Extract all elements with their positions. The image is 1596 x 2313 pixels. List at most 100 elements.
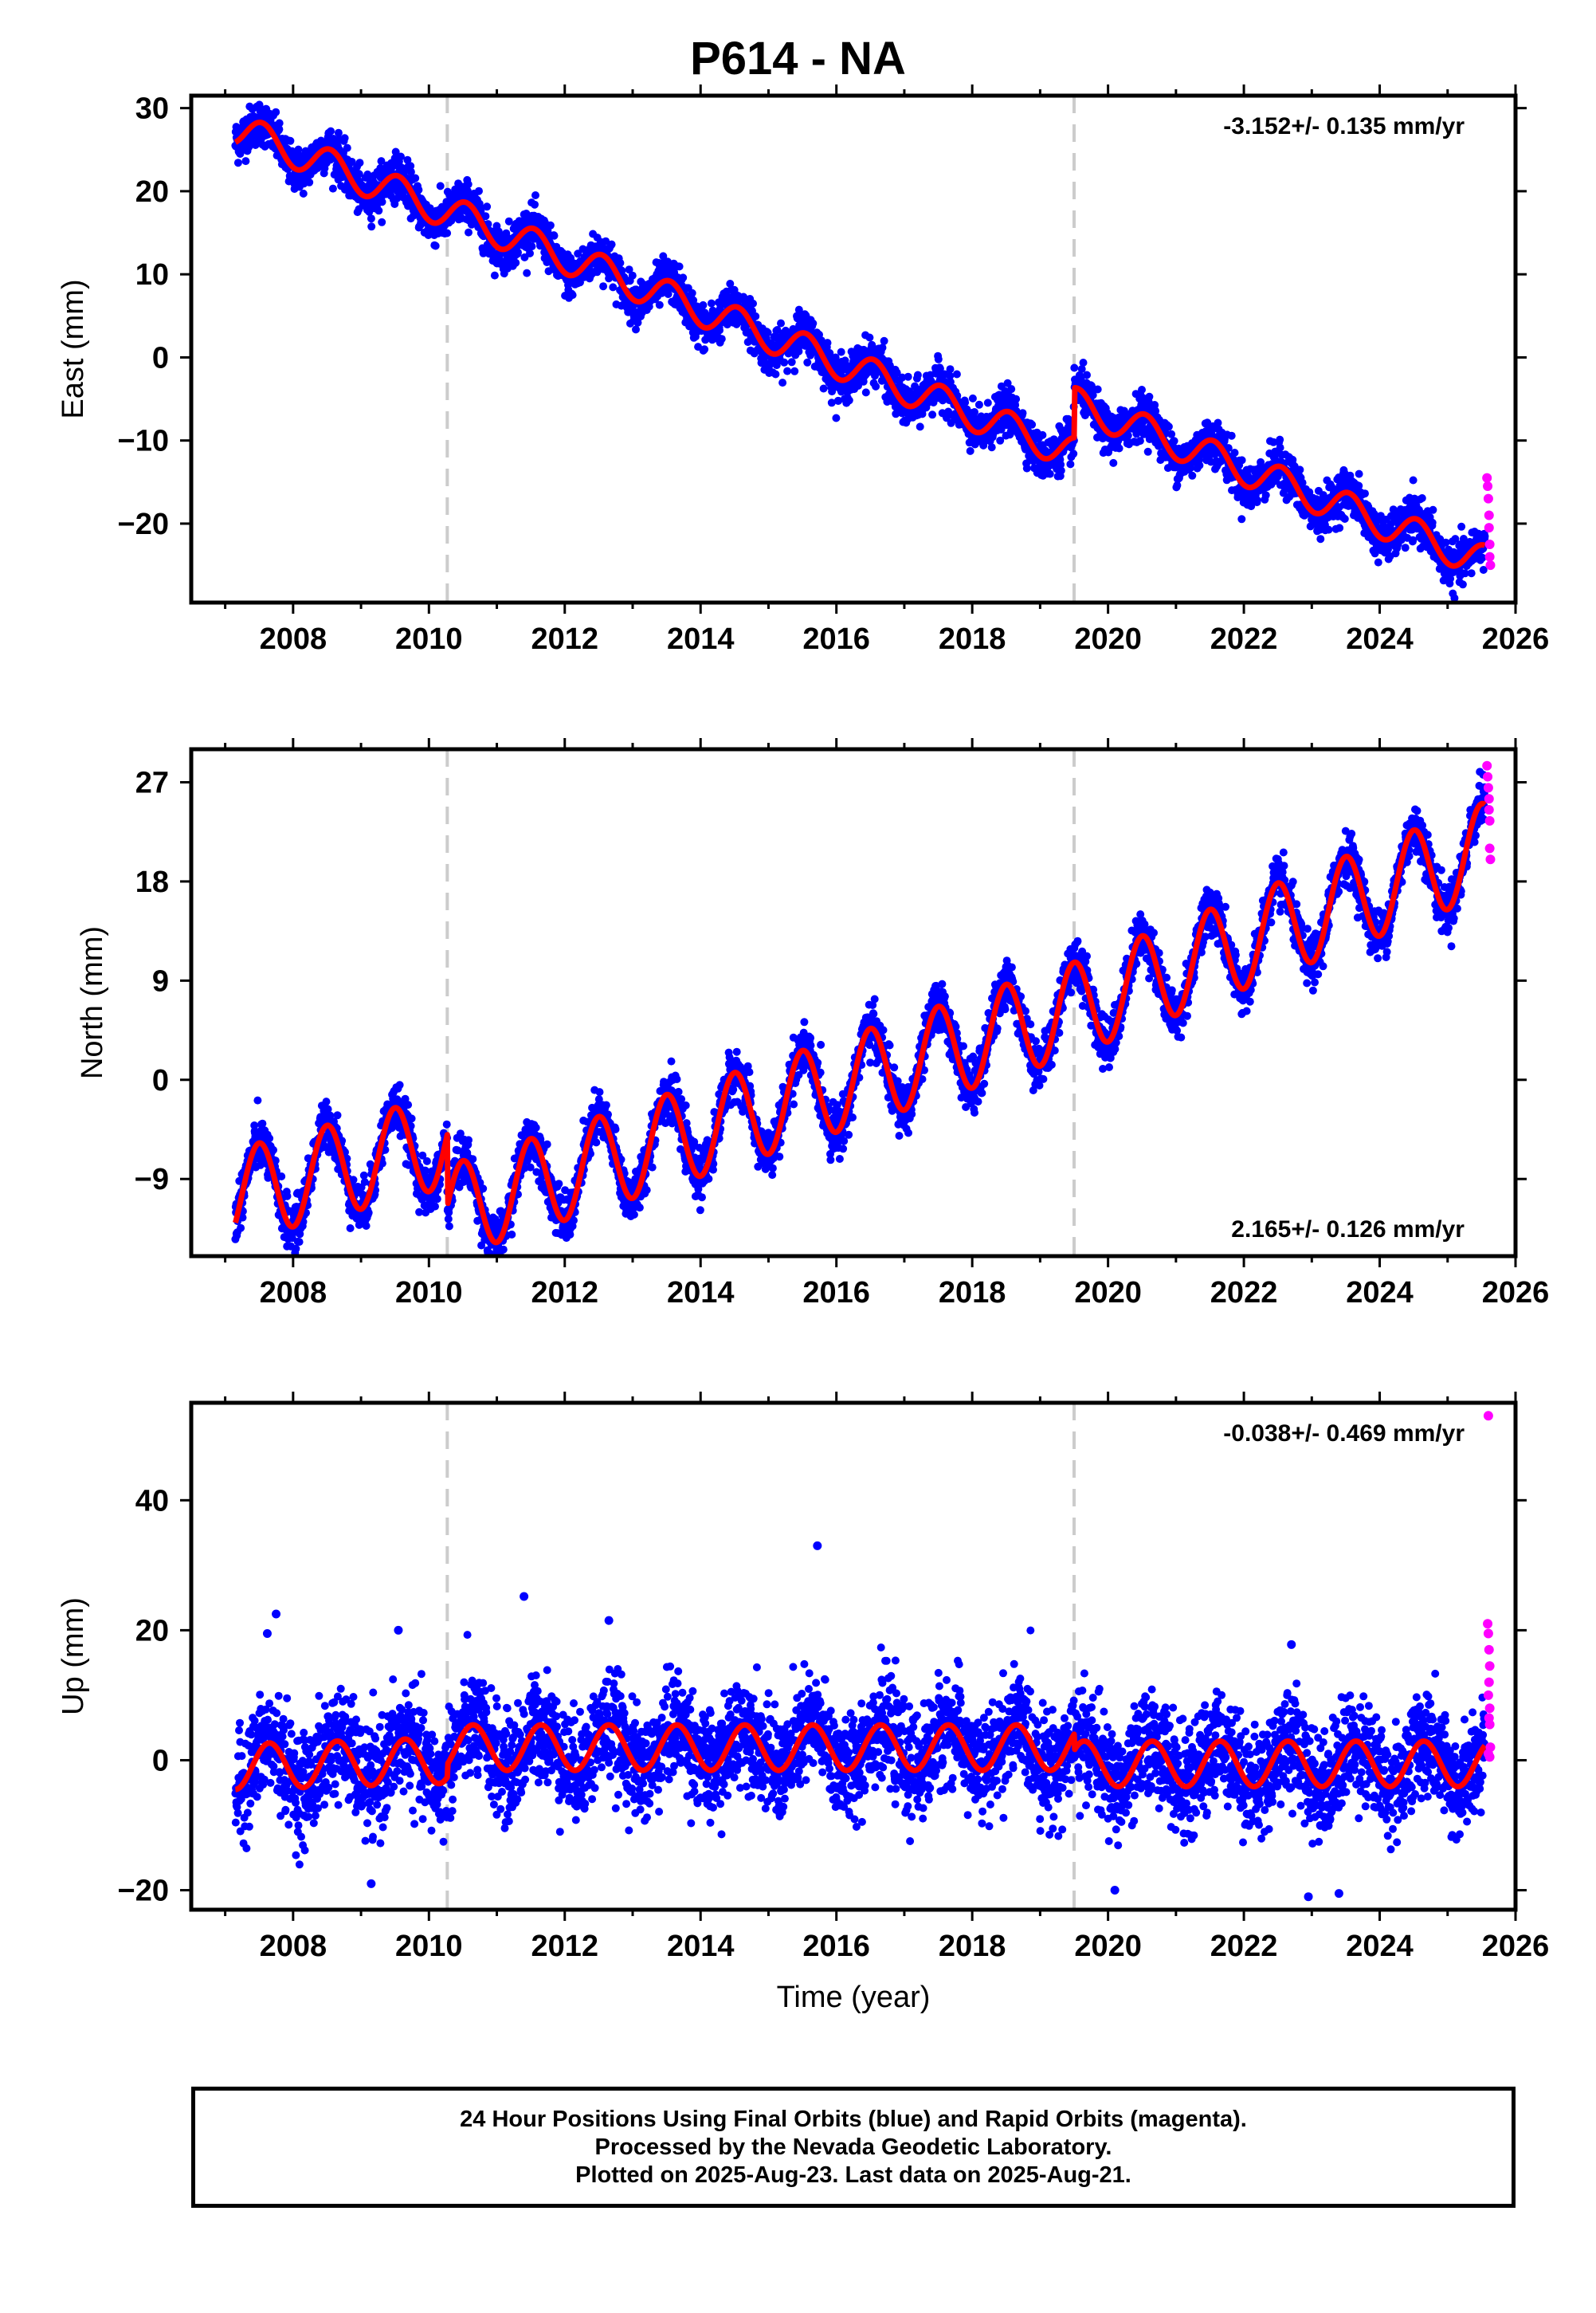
model-fit-line (233, 120, 1488, 569)
data-point (504, 217, 513, 226)
rapid-point (1484, 510, 1494, 520)
data-point (1195, 461, 1204, 469)
data-point (609, 283, 618, 292)
data-point (531, 200, 539, 209)
data-point (1115, 444, 1123, 453)
data-point (819, 384, 828, 393)
data-point (809, 319, 818, 328)
data-point (971, 408, 978, 416)
x-tick-label: 2008 (260, 622, 327, 656)
x-tick-label: 2018 (939, 622, 1006, 656)
data-point (397, 152, 405, 161)
data-point (790, 367, 799, 375)
data-point (1135, 437, 1144, 446)
data-point (283, 1192, 292, 1200)
data-point (1022, 464, 1031, 473)
data-point (514, 248, 522, 257)
data-point (946, 365, 955, 374)
data-point (512, 258, 520, 267)
data-point (367, 222, 376, 231)
y-tick-label: 10 (135, 258, 169, 292)
y-tick-label: 0 (152, 341, 169, 375)
data-point (295, 1238, 304, 1247)
data-point (1069, 450, 1078, 458)
velocity-rate-label: -3.152+/- 0.135 mm/yr (1223, 113, 1465, 139)
data-point (880, 336, 888, 345)
data-point (1133, 426, 1142, 435)
data-point (916, 422, 924, 431)
data-point (346, 1224, 355, 1232)
data-point (892, 368, 901, 377)
data-point (431, 242, 440, 250)
data-point (410, 211, 418, 220)
panel-2: 2008 2010 2012 2014 2016 2018 2020 2022 2024 2026… (76, 738, 1549, 1310)
data-point (934, 355, 943, 363)
data-point (1441, 538, 1450, 547)
data-point (1227, 431, 1236, 440)
data-point (355, 170, 363, 179)
data-point (632, 325, 640, 334)
data-point (675, 262, 684, 271)
final-orbit-points (231, 768, 1489, 1256)
data-point (523, 269, 531, 277)
data-point (723, 320, 731, 329)
data-point (1088, 391, 1097, 399)
data-point (974, 400, 983, 409)
data-point (568, 291, 577, 300)
data-point (837, 348, 845, 356)
data-point (341, 185, 349, 194)
data-point (794, 347, 803, 355)
data-point (983, 399, 992, 407)
data-point (277, 1172, 286, 1180)
data-point (707, 299, 716, 308)
data-point (1138, 386, 1146, 394)
data-point (1057, 460, 1065, 469)
data-point (607, 240, 616, 249)
data-point (275, 119, 284, 128)
panel-1: 2008 2010 2012 2014 2016 2018 2020 2022 2024 2026… (57, 84, 1549, 656)
data-point (1083, 371, 1091, 379)
data-point (1409, 476, 1418, 485)
data-point (599, 282, 608, 291)
data-point (1237, 456, 1246, 465)
data-point (340, 134, 349, 143)
x-tick-label: 2010 (395, 622, 463, 656)
data-point (832, 414, 841, 422)
data-point (1418, 494, 1426, 502)
data-point (237, 1223, 245, 1232)
data-point (913, 371, 922, 379)
data-point (823, 339, 832, 348)
data-point (411, 174, 420, 183)
data-point (464, 180, 473, 189)
data-point (233, 159, 242, 167)
rapid-point (1482, 473, 1492, 483)
data-point (655, 300, 664, 309)
y-tick-label: 20 (135, 175, 169, 209)
data-point (771, 370, 780, 379)
data-point (749, 299, 757, 308)
data-point (1355, 469, 1363, 478)
data-point (286, 136, 295, 145)
data-point (1230, 449, 1239, 457)
data-point (616, 258, 625, 267)
data-point (475, 187, 483, 195)
plot-area (231, 96, 1496, 603)
data-point (943, 414, 951, 422)
data-point (258, 1119, 267, 1128)
data-point (1335, 524, 1344, 532)
plot-area (231, 749, 1496, 1256)
data-point (996, 436, 1005, 445)
data-point (465, 228, 473, 237)
data-point (414, 186, 423, 194)
data-point (253, 1096, 262, 1105)
data-point (699, 300, 708, 309)
data-point (483, 202, 492, 211)
data-point (1143, 447, 1152, 456)
data-point (625, 265, 633, 274)
data-point (803, 358, 812, 367)
data-point (751, 312, 760, 320)
data-point (633, 318, 642, 327)
data-point (717, 335, 726, 344)
